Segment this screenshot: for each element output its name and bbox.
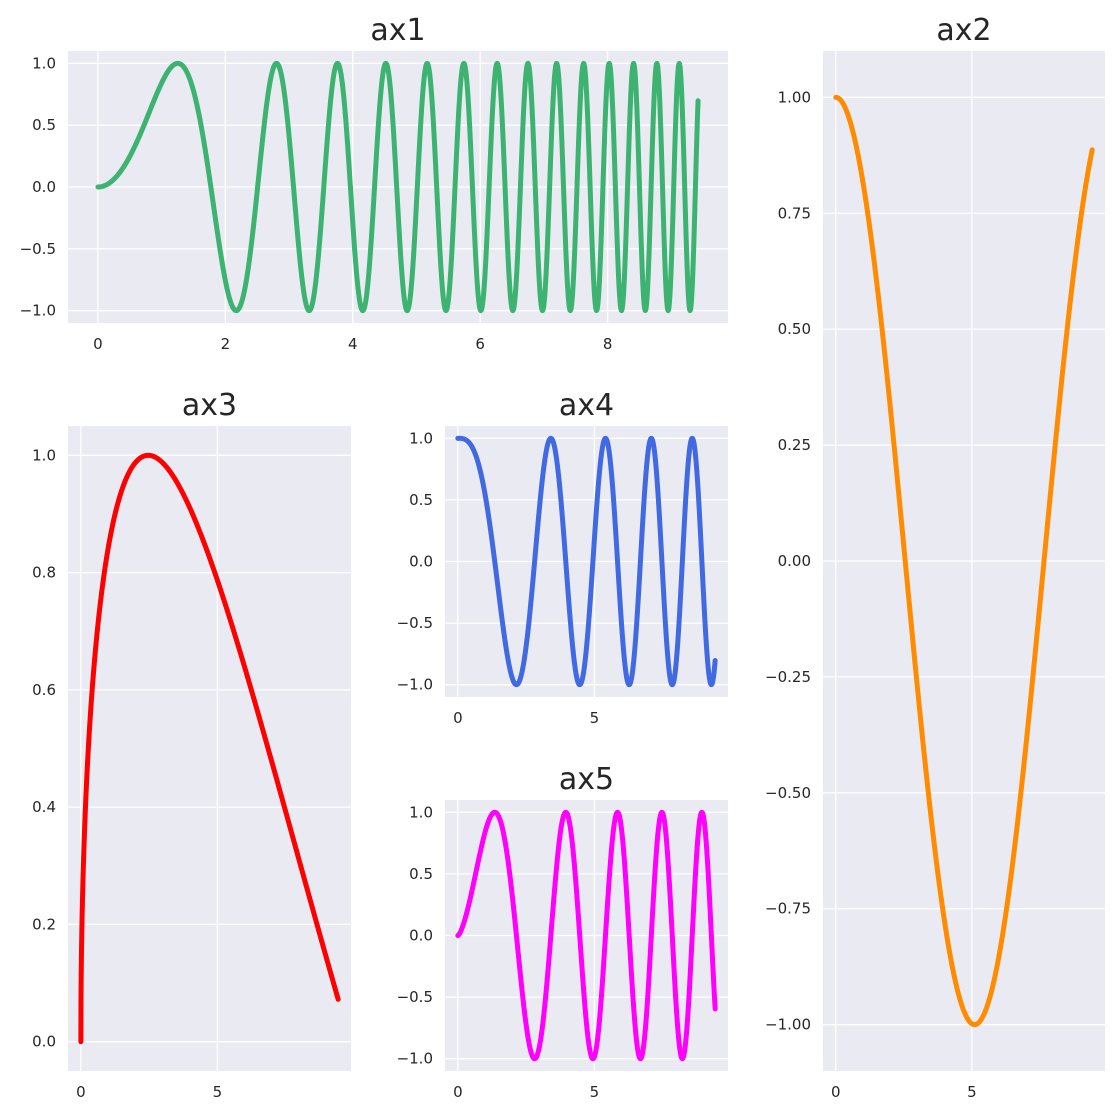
title-ax3: ax3 <box>182 388 237 423</box>
y-tick-label: 0.25 <box>778 436 811 454</box>
series-line-ax2 <box>833 94 1095 1028</box>
subplot-ax1: 0 2 4 6 8 −1.0 −0.5 0.0 0.5 1.0 ax1 <box>20 13 728 353</box>
y-tick-label: 0.50 <box>778 320 811 338</box>
x-tick-label: 4 <box>348 335 358 353</box>
title-ax1: ax1 <box>370 13 425 48</box>
y-tick-label: 0.0 <box>409 553 433 571</box>
y-tick-label: 0.4 <box>32 798 56 816</box>
x-tick-label: 5 <box>213 1083 223 1101</box>
plot-area-ax3 <box>68 426 351 1071</box>
y-tick-label: 0.8 <box>32 564 56 582</box>
y-tick-label: 1.0 <box>409 429 433 447</box>
y-tick-label: 0.0 <box>32 178 56 196</box>
x-tick-label: 8 <box>603 335 613 353</box>
y-tick-label: −1.0 <box>397 1050 433 1068</box>
y-tick-label: −0.75 <box>765 900 811 918</box>
y-tick-label: −1.0 <box>397 676 433 694</box>
y-tick-label: −0.5 <box>20 240 56 258</box>
y-tick-label: 0.2 <box>32 915 56 933</box>
y-tick-label: 0.6 <box>32 681 56 699</box>
x-tick-label: 0 <box>76 1083 86 1101</box>
y-tick-label: 0.5 <box>409 865 433 883</box>
series-line-ax5 <box>455 809 718 1062</box>
y-tick-label: 0.00 <box>778 552 811 570</box>
y-tick-label: 0.5 <box>409 491 433 509</box>
title-ax2: ax2 <box>936 13 991 48</box>
y-tick-label: −0.5 <box>397 614 433 632</box>
y-tick-label: −0.25 <box>765 668 811 686</box>
subplot-ax5: 0 5 −1.0 −0.5 0.0 0.5 1.0 ax5 <box>397 762 728 1101</box>
y-tick-label: −1.00 <box>765 1016 811 1034</box>
y-tick-label: −0.50 <box>765 784 811 802</box>
series-line-ax4 <box>455 435 718 688</box>
y-tick-label: 1.0 <box>409 803 433 821</box>
y-tick-label: 0.0 <box>409 927 433 945</box>
y-tick-label: 1.0 <box>32 54 56 72</box>
x-tick-label: 5 <box>967 1083 977 1101</box>
x-tick-label: 0 <box>831 1083 841 1101</box>
subplot-ax3: 0 5 0.0 0.2 0.4 0.6 0.8 1.0 ax3 <box>32 388 351 1101</box>
x-tick-label: 5 <box>590 1083 600 1101</box>
series-line-ax3 <box>78 452 341 1045</box>
title-ax4: ax4 <box>559 388 614 423</box>
title-ax5: ax5 <box>559 762 614 797</box>
x-tick-label: 0 <box>453 1083 463 1101</box>
y-tick-label: 1.0 <box>32 446 56 464</box>
y-tick-label: 0.5 <box>32 116 56 134</box>
y-tick-label: 0.0 <box>32 1033 56 1051</box>
y-tick-label: −0.5 <box>397 988 433 1006</box>
subplot-ax4: 0 5 −1.0 −0.5 0.0 0.5 1.0 ax4 <box>397 388 728 727</box>
x-tick-label: 6 <box>475 335 485 353</box>
x-tick-label: 0 <box>453 709 463 727</box>
x-tick-label: 2 <box>221 335 231 353</box>
y-tick-label: 1.00 <box>778 88 811 106</box>
x-tick-label: 0 <box>93 335 103 353</box>
subplot-ax2: 0 5 −1.00 −0.75 −0.50 −0.25 0.00 0.25 0.50 0.75 1.… <box>765 13 1105 1101</box>
x-tick-label: 5 <box>590 709 600 727</box>
series-line-ax1 <box>95 60 701 314</box>
y-tick-label: 0.75 <box>778 204 811 222</box>
y-tick-label: −1.0 <box>20 302 56 320</box>
